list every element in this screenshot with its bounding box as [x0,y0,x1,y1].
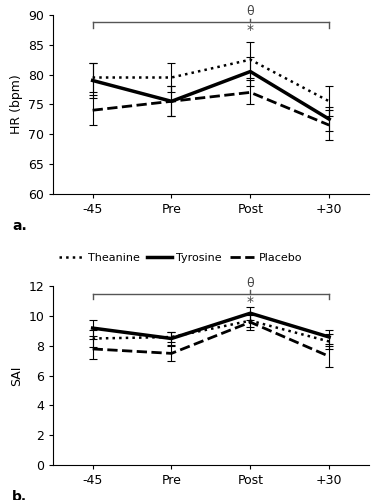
Text: a.: a. [12,218,27,232]
Y-axis label: HR (bpm): HR (bpm) [10,74,23,134]
Y-axis label: SAI: SAI [10,366,23,386]
Text: b.: b. [12,490,27,500]
Text: θ: θ [247,6,254,18]
Legend: Theanine, Tyrosine, Placebo: Theanine, Tyrosine, Placebo [59,253,302,263]
Text: *: * [247,24,254,38]
Text: θ: θ [247,277,254,290]
Text: *: * [247,296,254,310]
